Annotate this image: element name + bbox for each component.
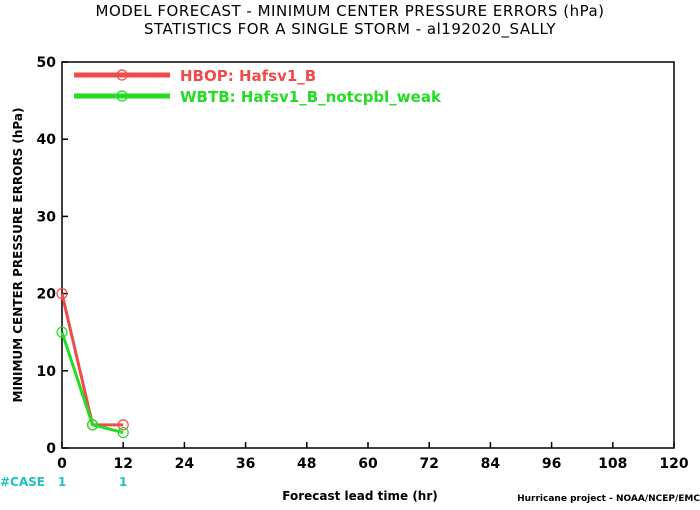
legend-marker-1	[116, 90, 128, 102]
series-point-0	[117, 419, 129, 431]
x-tick-label: 108	[598, 456, 627, 472]
case-count-value: 1	[58, 475, 66, 489]
case-count-value: 1	[119, 475, 127, 489]
legend-marker-0	[116, 69, 128, 81]
x-tick-label: 0	[57, 456, 67, 472]
legend-label-1: WBTB: Hafsv1_B_notcpbl_weak	[180, 88, 442, 106]
credit-text: Hurricane project - NOAA/NCEP/EMC	[517, 494, 700, 504]
y-tick-label: 20	[37, 287, 57, 303]
legend-label-0: HBOP: Hafsv1_B	[180, 67, 316, 85]
y-tick-label: 10	[37, 364, 57, 380]
x-tick-label: 12	[113, 456, 132, 472]
y-axis-label: MINIMUM CENTER PRESSURE ERRORS (hPa)	[11, 108, 25, 403]
case-counts: #CASE 1 1	[0, 475, 127, 489]
series-point-0	[56, 288, 68, 300]
y-tick-label: 50	[37, 55, 57, 71]
x-tick-label: 24	[175, 456, 195, 472]
series-point-1	[117, 426, 129, 439]
y-axis: 0 10 20 30 40 50	[37, 55, 68, 457]
series-line-1	[60, 331, 124, 435]
y-tick-label: 30	[37, 209, 57, 225]
chart-title: MODEL FORECAST - MINIMUM CENTER PRESSURE…	[96, 2, 605, 20]
x-tick-label: 120	[659, 456, 688, 472]
legend: HBOP: Hafsv1_B WBTB: Hafsv1_B_notcpbl_wea…	[74, 67, 442, 106]
chart-subtitle: STATISTICS FOR A SINGLE STORM - al192020…	[144, 20, 556, 39]
series-point-1	[86, 419, 99, 431]
x-tick-label: 72	[419, 456, 438, 472]
case-count-label: #CASE	[0, 475, 45, 489]
series-layer	[56, 288, 129, 439]
x-tick-label: 36	[236, 456, 255, 472]
x-tick-label: 96	[542, 456, 561, 472]
series-point-1	[56, 326, 68, 338]
y-tick-label: 40	[37, 132, 57, 148]
y-tick-label: 0	[46, 441, 56, 457]
x-tick-label: 48	[297, 456, 316, 472]
x-tick-label: 84	[481, 456, 501, 472]
x-axis-label: Forecast lead time (hr)	[282, 489, 438, 503]
x-axis: 0 12 24 36 48 60 72 84 96 108 120	[57, 442, 689, 472]
x-tick-label: 60	[358, 456, 378, 472]
